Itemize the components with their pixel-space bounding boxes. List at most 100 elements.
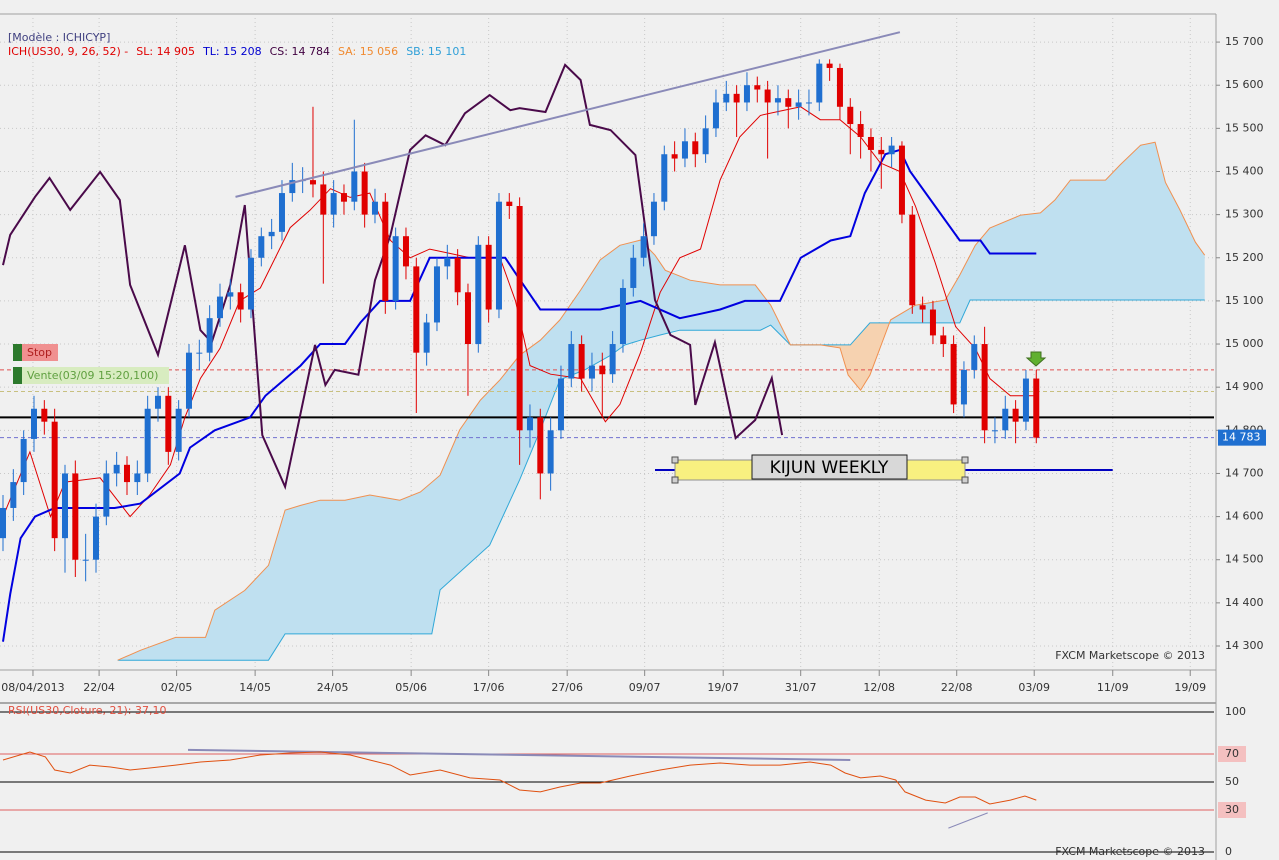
- watermark: FXCM Marketscope © 2013: [1055, 845, 1205, 858]
- header-item: ICH(US30, 9, 26, 52) -: [8, 45, 128, 58]
- candle-body: [743, 85, 750, 103]
- candle-body: [51, 421, 58, 539]
- y-tick-label: 50: [1225, 775, 1239, 788]
- x-tick-label: 09/07: [629, 681, 661, 694]
- cloud-fill: [117, 240, 822, 661]
- candle-body: [857, 124, 864, 137]
- rsi-line: [2, 751, 1037, 805]
- order-marker: [13, 367, 22, 384]
- candle-body: [599, 365, 606, 375]
- candle-body: [754, 85, 761, 90]
- order-marker: [13, 344, 22, 361]
- header-item: TL: 15 208: [202, 45, 262, 58]
- candle-body: [216, 296, 223, 319]
- annotation-label: KIJUN WEEKLY: [770, 458, 889, 478]
- candle-body: [661, 154, 668, 202]
- candle-body: [692, 141, 699, 155]
- candle-body: [506, 201, 513, 206]
- trend-line: [235, 31, 901, 198]
- candle-body: [950, 344, 957, 405]
- candle-body: [826, 63, 833, 68]
- x-tick-label: 31/07: [785, 681, 817, 694]
- cloud-fill: [821, 322, 890, 391]
- candle-body: [351, 171, 358, 202]
- x-tick-label: 24/05: [317, 681, 349, 694]
- y-tick-label: 15 400: [1225, 164, 1264, 177]
- candle-body: [413, 266, 420, 353]
- candle-body: [144, 408, 151, 474]
- candle-body: [340, 193, 347, 202]
- indicator-line: [2, 63, 784, 491]
- candle-body: [402, 236, 409, 267]
- signal-arrow: [1025, 351, 1047, 367]
- candle-body: [454, 257, 461, 293]
- header-item: SA: 15 056: [338, 45, 398, 58]
- candle-body: [723, 93, 730, 103]
- x-tick-label: 02/05: [161, 681, 193, 694]
- y-tick-label: 15 700: [1225, 35, 1264, 48]
- x-tick-label: 05/06: [395, 681, 427, 694]
- candle-body: [578, 344, 585, 379]
- candle-body: [1033, 378, 1040, 438]
- candle-body: [495, 201, 502, 310]
- y-tick-label: 14 400: [1225, 596, 1264, 609]
- candle-body: [671, 154, 678, 159]
- y-tick-label: 15 600: [1225, 78, 1264, 91]
- x-tick-label: 17/06: [473, 681, 505, 694]
- candle-body: [960, 369, 967, 405]
- candle-body: [712, 102, 719, 129]
- annotation-handle: [671, 456, 679, 464]
- x-tick-label: 22/08: [941, 681, 973, 694]
- x-tick-label: 12/08: [863, 681, 895, 694]
- x-tick-label: 22/04: [83, 681, 115, 694]
- candle-body: [991, 430, 998, 432]
- candle-body: [165, 395, 172, 452]
- candle-body: [640, 236, 647, 258]
- y-tick-label: 14 700: [1225, 466, 1264, 479]
- candle-body: [774, 98, 781, 103]
- candle-body: [764, 89, 771, 103]
- y-tick-label: 15 500: [1225, 121, 1264, 134]
- y-tick-label: 15 200: [1225, 251, 1264, 264]
- candle-body: [444, 257, 451, 267]
- candle-body: [258, 236, 265, 258]
- candle-body: [361, 171, 368, 215]
- candle-body: [795, 102, 802, 107]
- candle-body: [888, 145, 895, 155]
- x-tick-label: 11/09: [1097, 681, 1129, 694]
- candle-body: [650, 201, 657, 237]
- senkou-a: [117, 141, 1206, 661]
- y-tick-label: 15 100: [1225, 294, 1264, 307]
- senkou-b: [117, 299, 1205, 661]
- candle-body: [196, 352, 203, 354]
- trend-line: [948, 812, 988, 829]
- candle-body: [30, 408, 37, 439]
- y-tick-label: 30: [1225, 803, 1239, 816]
- candle-body: [1012, 408, 1019, 422]
- candle-body: [268, 231, 275, 237]
- candle-body: [805, 102, 812, 104]
- order-label: Vente(03/09 15:20,100): [27, 369, 158, 382]
- y-tick-label: 14 600: [1225, 510, 1264, 523]
- order-box: [22, 344, 58, 361]
- candle-body: [330, 193, 337, 215]
- x-tick-label: 08/04/2013: [1, 681, 64, 694]
- candle-body: [113, 464, 120, 474]
- candle-body: [320, 184, 327, 215]
- x-tick-label: 03/09: [1018, 681, 1050, 694]
- candle-body: [929, 309, 936, 336]
- candle-body: [526, 417, 533, 431]
- last-price-label: 14 783: [1222, 431, 1261, 444]
- candle-body: [909, 214, 916, 306]
- candle-body: [237, 292, 244, 310]
- candle-body: [247, 257, 254, 310]
- candle-body: [981, 344, 988, 431]
- candle-body: [547, 430, 554, 474]
- candle-body: [485, 244, 492, 310]
- annotation-handle: [961, 476, 969, 484]
- y-tick-label: 0: [1225, 845, 1232, 858]
- y-tick-label: 14 500: [1225, 553, 1264, 566]
- candle-body: [681, 141, 688, 159]
